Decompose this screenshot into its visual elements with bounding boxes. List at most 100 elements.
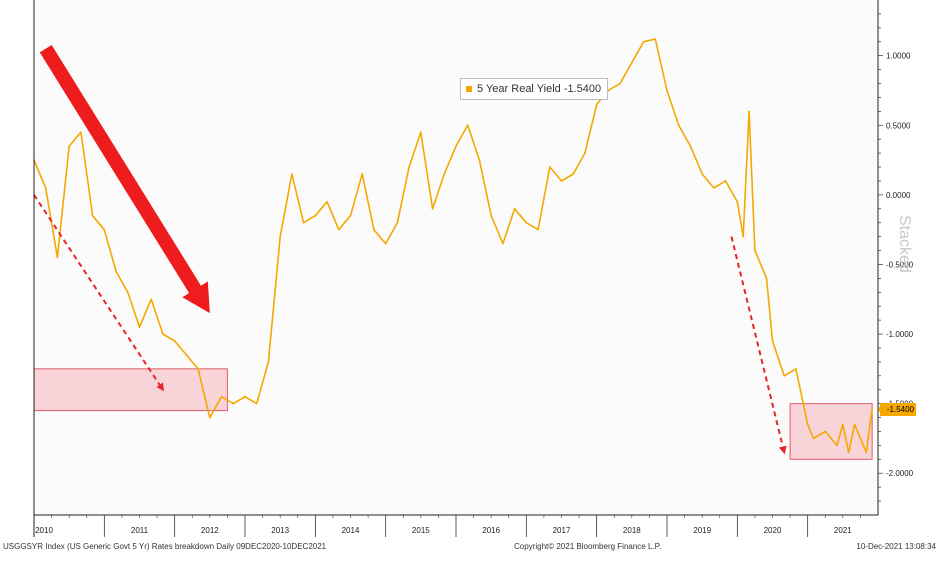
- data-point: [255, 402, 258, 405]
- data-point: [824, 430, 827, 433]
- data-point: [490, 214, 493, 217]
- data-point: [290, 173, 293, 175]
- y-tick-label: -0.5000: [886, 260, 914, 269]
- trend-arrow: [33, 194, 165, 392]
- data-point: [455, 145, 457, 148]
- data-point: [56, 256, 59, 259]
- data-point: [701, 173, 704, 175]
- data-point: [654, 38, 657, 40]
- data-point: [525, 221, 528, 224]
- data-point: [244, 395, 246, 398]
- footer-bar: USGGSYR Index (US Generic Govt 5 Yr) Rat…: [0, 540, 941, 562]
- x-tick-label: 2016: [482, 526, 500, 535]
- data-point: [115, 270, 117, 273]
- x-tick-label: 2013: [271, 526, 289, 535]
- data-point: [689, 145, 692, 148]
- data-point: [748, 110, 750, 113]
- data-point: [232, 402, 235, 405]
- footer-timestamp: 10-Dec-2021 13:08:34: [856, 542, 936, 551]
- data-point: [677, 124, 680, 127]
- footer-index-description: USGGSYR Index (US Generic Govt 5 Yr) Rat…: [3, 542, 327, 551]
- data-point: [666, 89, 668, 92]
- data-point: [185, 354, 188, 356]
- data-point: [795, 367, 797, 370]
- data-point: [44, 187, 47, 189]
- data-point: [162, 333, 164, 335]
- data-point: [771, 340, 774, 342]
- side-label: Stacked: [896, 215, 913, 273]
- data-point: [537, 228, 539, 231]
- data-point: [373, 228, 375, 231]
- data-point: [126, 291, 129, 294]
- data-point: [736, 200, 739, 203]
- data-point: [783, 374, 786, 377]
- data-point: [419, 131, 422, 134]
- data-point: [742, 235, 745, 238]
- data-point: [765, 277, 768, 280]
- data-point: [572, 173, 575, 175]
- data-point: [466, 124, 469, 127]
- x-tick-label: 2014: [342, 526, 360, 535]
- data-point: [595, 103, 598, 106]
- data-point: [173, 340, 176, 342]
- data-point: [865, 451, 868, 454]
- data-point: [847, 451, 850, 454]
- data-point: [302, 221, 305, 224]
- x-tick-label: 2019: [693, 526, 711, 535]
- highlight-band: [789, 403, 873, 460]
- x-tick-label: 2015: [412, 526, 430, 535]
- data-point: [314, 214, 317, 217]
- data-point: [584, 152, 586, 155]
- data-point: [326, 200, 328, 203]
- x-tick-label: 2021: [834, 526, 852, 535]
- data-point: [349, 214, 352, 217]
- data-point: [560, 180, 563, 182]
- data-point: [841, 423, 844, 426]
- data-point: [642, 40, 645, 43]
- data-point: [478, 159, 481, 161]
- data-point: [208, 416, 211, 419]
- data-point: [812, 437, 815, 440]
- y-tick-label: 0.0000: [886, 191, 911, 200]
- legend-swatch: [466, 86, 472, 92]
- data-point: [103, 228, 106, 231]
- data-point: [408, 166, 411, 168]
- highlight-band: [33, 368, 228, 412]
- trend-arrow: [730, 236, 787, 455]
- data-point: [619, 82, 622, 85]
- footer-copyright: Copyright© 2021 Bloomberg Finance L.P.: [514, 542, 662, 551]
- big-red-arrow-head: [182, 281, 210, 314]
- legend: 5 Year Real Yield -1.5400: [460, 78, 609, 100]
- data-point: [197, 367, 200, 370]
- data-point: [501, 242, 504, 245]
- data-point: [279, 235, 282, 238]
- data-point: [68, 145, 71, 148]
- y-tick-label: -1.0000: [886, 330, 914, 339]
- data-point: [267, 360, 270, 363]
- data-point: [396, 221, 399, 224]
- y-tick-label: 0.5000: [886, 121, 911, 130]
- data-point: [361, 173, 364, 175]
- data-point: [806, 423, 809, 426]
- data-point: [859, 437, 862, 440]
- data-point: [754, 249, 756, 252]
- data-point: [138, 326, 141, 328]
- series-line: [33, 38, 873, 454]
- plot-area: [34, 0, 878, 515]
- x-axis: 2010 2011 2012 2013 2014 2015 2016 2017 2018 2019…: [33, 0, 878, 537]
- data-point: [91, 214, 94, 217]
- data-point: [548, 166, 551, 168]
- x-tick-label: 2020: [764, 526, 782, 535]
- y-tick-label: 1.0000: [886, 52, 911, 61]
- legend-label: 5 Year Real Yield -1.5400: [477, 83, 602, 95]
- data-point: [630, 61, 633, 64]
- big-red-arrow: [39, 45, 202, 294]
- last-value-label: -1.5400: [880, 402, 916, 416]
- x-tick-label: 2012: [201, 526, 219, 535]
- data-point: [79, 131, 82, 134]
- data-point: [513, 207, 516, 210]
- data-point: [150, 298, 153, 301]
- x-tick-label: 2011: [131, 526, 149, 535]
- data-point: [443, 173, 446, 175]
